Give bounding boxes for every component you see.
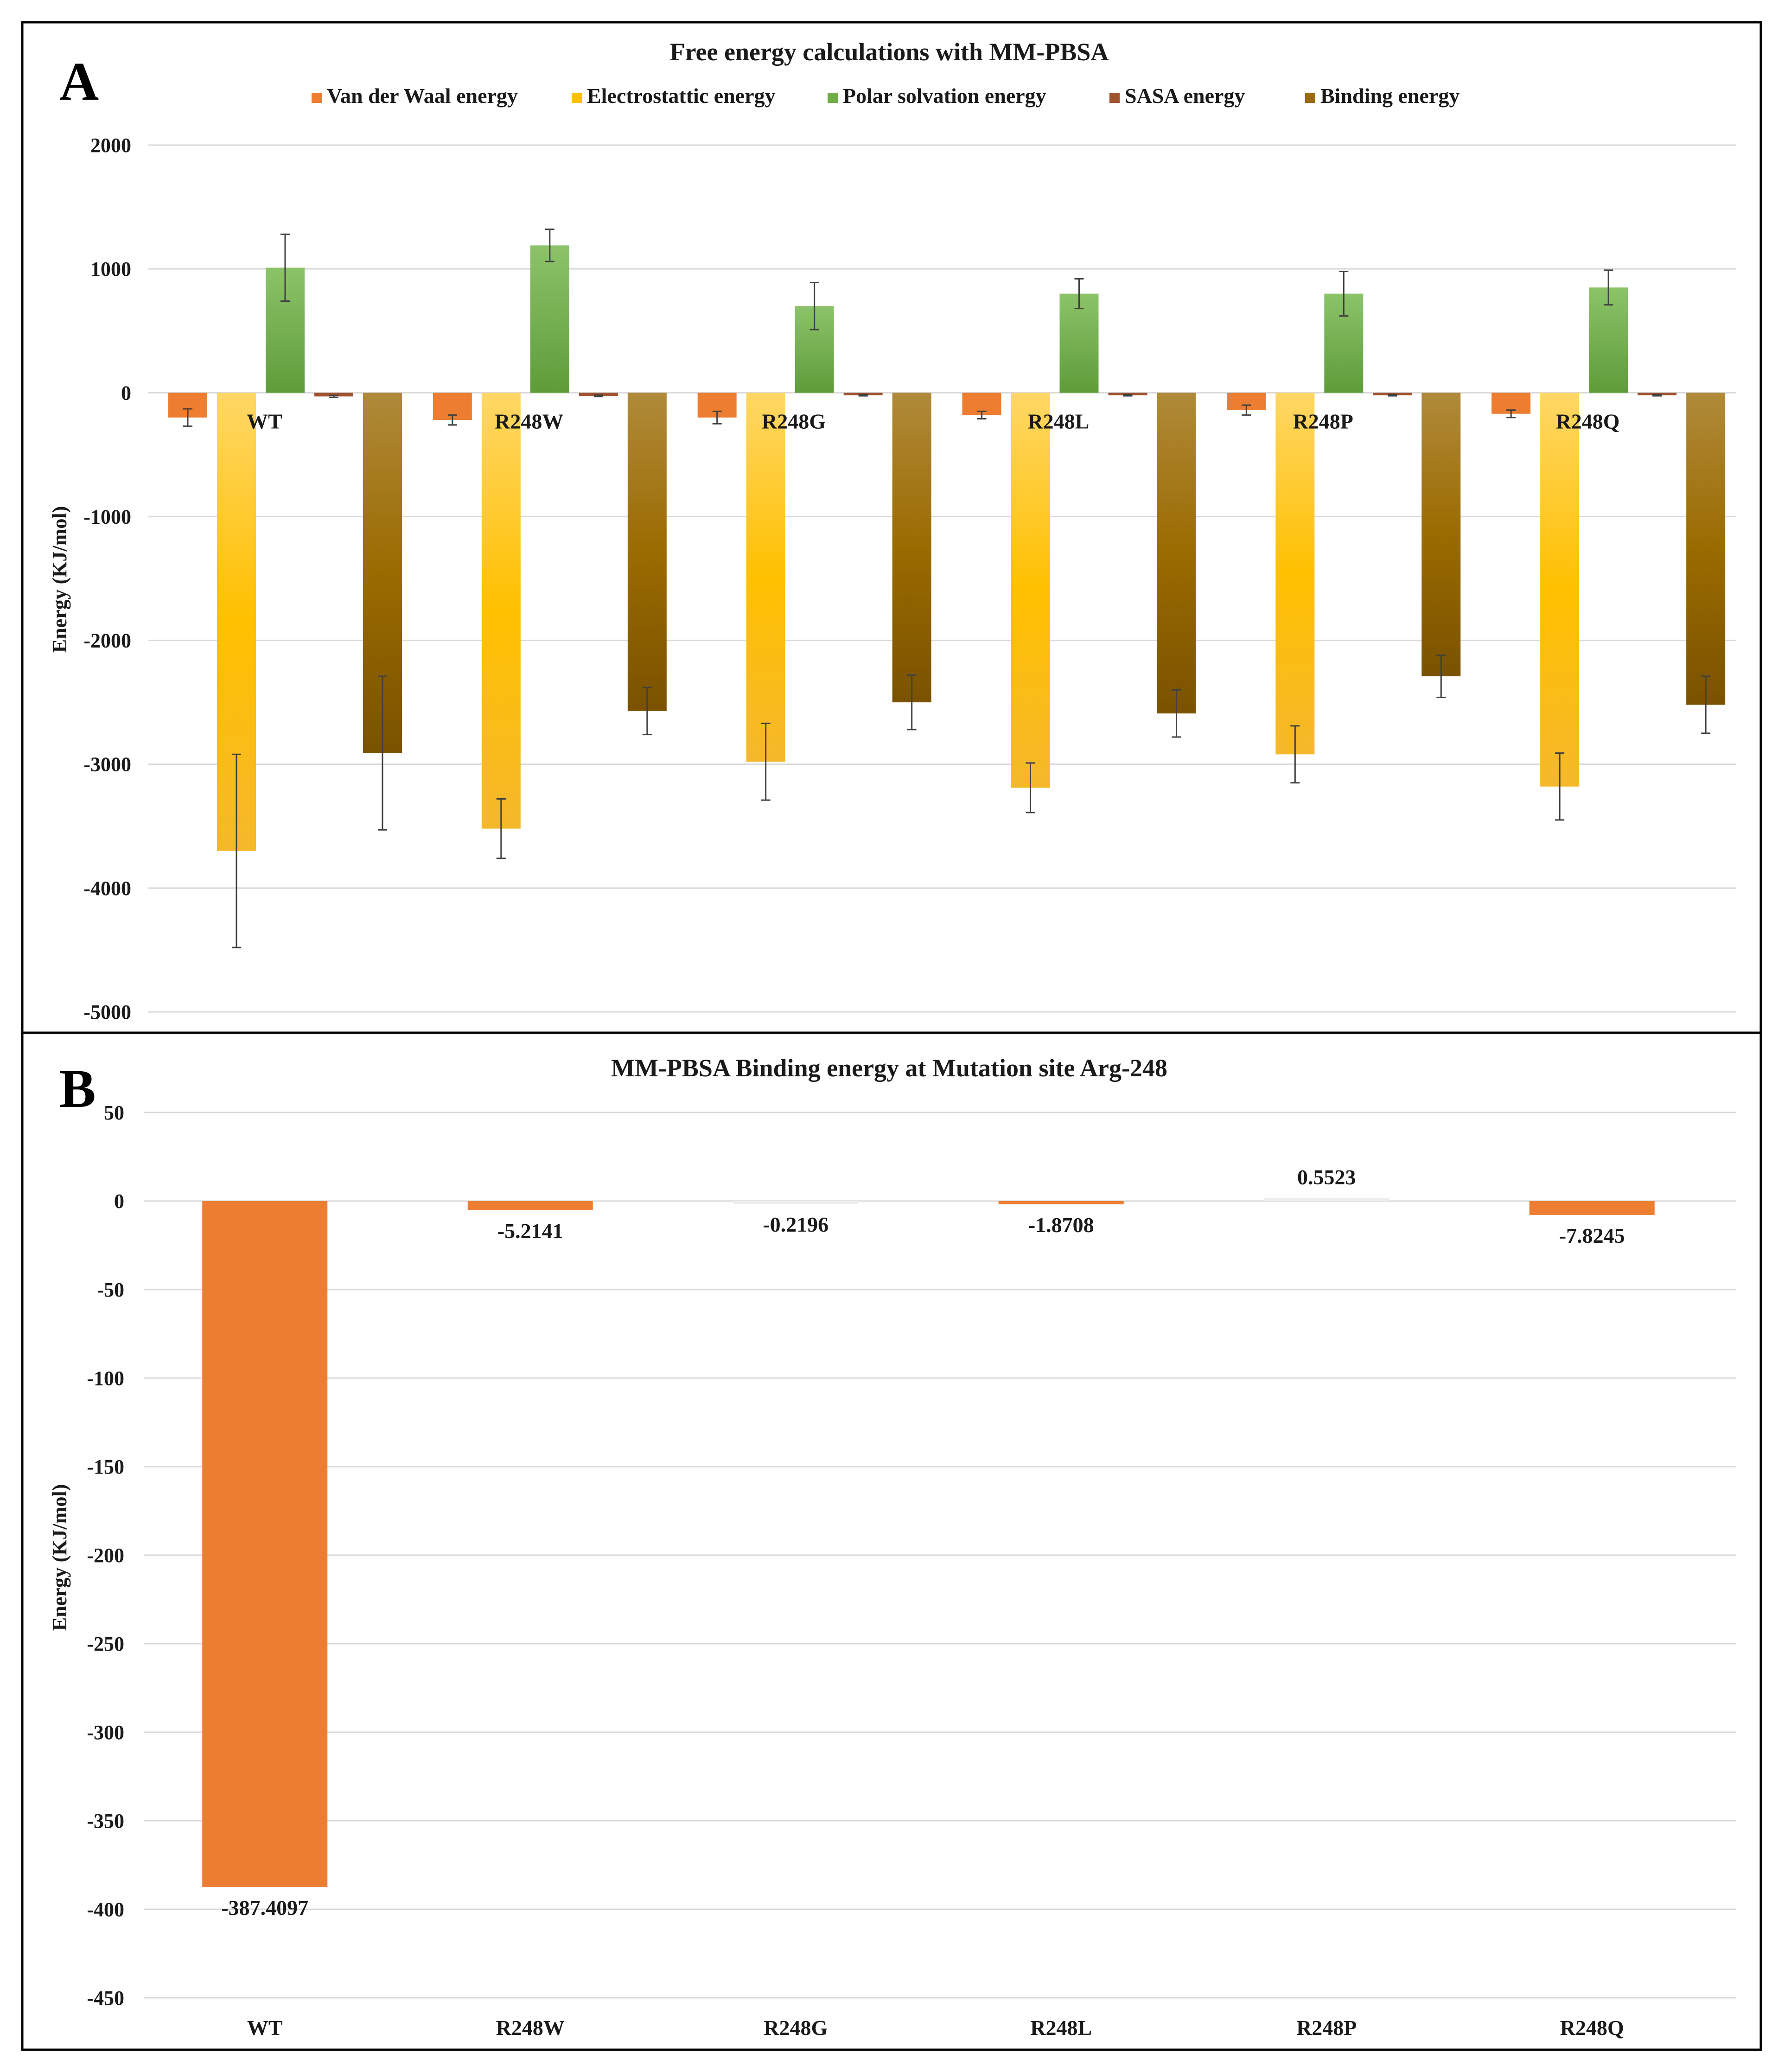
category-label-r248l: R248L <box>1027 409 1089 433</box>
legend-swatch-electrostattic-energy <box>572 93 582 103</box>
panel-a-y-tick-label: 2000 <box>90 134 131 157</box>
bar-polar-solvation-energy-r248w <box>530 245 569 393</box>
panel-a-y-tick-label: -3000 <box>83 753 131 776</box>
bar-polar-solvation-energy-r248l <box>1059 293 1099 393</box>
panel-b-data-labels: -387.4097 -5.2141 -0.2196 -1.8708 0.5523 -7.8… <box>221 1165 1625 1919</box>
panel-b-letter: B <box>59 1058 96 1119</box>
panel-a-y-tick-label: -1000 <box>83 505 131 528</box>
panel-b-category-labels: WT R248W R248G R248L R248P R248Q <box>247 2016 1624 2040</box>
panel-b-y-tick-label: -450 <box>87 1987 124 2009</box>
bar-binding-energy-r248l <box>1157 393 1196 714</box>
bar-binding-energy-r248l <box>998 1201 1124 1205</box>
category-label-r248g: R248G <box>762 409 826 433</box>
legend-swatch-polar-solvation-energy <box>828 93 838 103</box>
legend-label-van-der-waal-energy: Van der Waal energy <box>327 84 518 108</box>
bar-sasa-energy-r248w <box>579 393 618 396</box>
data-label-r248q: -7.8245 <box>1559 1224 1625 1247</box>
bar-binding-energy-r248p <box>1421 393 1461 677</box>
category-label-wt: WT <box>247 2016 283 2040</box>
panel-b-gridlines <box>144 1112 1736 1999</box>
panel-b-y-tick-label: 0 <box>114 1190 124 1213</box>
panel-a-y-tick-label: -4000 <box>83 877 131 900</box>
bar-binding-energy-r248g <box>733 1201 859 1204</box>
panel-b-y-tick-label: -100 <box>87 1367 124 1390</box>
data-label-r248p: 0.5523 <box>1297 1165 1356 1189</box>
bar-binding-energy-r248q <box>1686 393 1726 705</box>
panel-b-y-tick-label: -50 <box>97 1278 124 1301</box>
data-label-r248g: -0.2196 <box>763 1213 828 1236</box>
category-label-r248p: R248P <box>1296 2016 1357 2040</box>
category-label-wt: WT <box>247 409 282 433</box>
panel-a-border <box>21 21 1762 1034</box>
panel-b-y-tick-label: -300 <box>87 1721 124 1744</box>
panel-b-y-tick-label: -250 <box>87 1633 124 1655</box>
panel-a-bars <box>168 245 1726 851</box>
bar-binding-energy-r248q <box>1529 1201 1655 1215</box>
panel-a-y-tick-label: -5000 <box>83 1001 131 1023</box>
panel-a-category-labels: WT R248W R248G R248L R248P R248Q <box>247 409 1620 433</box>
legend-swatch-binding-energy <box>1305 93 1315 103</box>
category-label-r248l: R248L <box>1030 2016 1092 2040</box>
panel-a-letter: A <box>59 51 99 112</box>
bar-binding-energy-wt <box>202 1201 328 1887</box>
legend-label-binding-energy: Binding energy <box>1320 84 1459 108</box>
category-label-r248q: R248Q <box>1560 2016 1624 2040</box>
panel-a-y-tick-label: 1000 <box>90 258 131 280</box>
category-label-r248w: R248W <box>496 2016 565 2040</box>
bar-binding-energy-r248w <box>467 1201 593 1210</box>
panel-b-y-axis-label: Energy (KJ/mol) <box>48 1484 71 1631</box>
panel-b-y-tick-label: -400 <box>87 1898 124 1921</box>
panel-b-bars <box>202 1198 1655 1887</box>
panel-b-y-tick-label: 50 <box>104 1101 124 1124</box>
panel-a-title: Free energy calculations with MM-PBSA <box>670 38 1109 66</box>
panel-b-title: MM-PBSA Binding energy at Mutation site … <box>611 1054 1167 1082</box>
data-label-r248w: -5.2141 <box>497 1219 563 1243</box>
panel-b-y-tick-label: -350 <box>87 1810 124 1832</box>
bar-electrostattic-energy-r248l <box>1011 393 1050 788</box>
bar-electrostattic-energy-r248p <box>1275 393 1315 755</box>
bar-sasa-energy-wt <box>314 393 353 397</box>
panel-b: B MM-PBSA Binding energy at Mutation sit… <box>21 1031 1762 2051</box>
data-label-wt: -387.4097 <box>221 1896 308 1919</box>
legend-swatch-van-der-waal-energy <box>312 93 322 103</box>
category-label-r248g: R248G <box>764 2016 828 2040</box>
bar-electrostattic-energy-r248q <box>1540 393 1580 787</box>
legend-label-sasa-energy: SASA energy <box>1125 84 1245 108</box>
panel-a-y-tick-label: -2000 <box>83 629 131 652</box>
panel-a: A Free energy calculations with MM-PBSA … <box>21 21 1762 1034</box>
category-label-r248w: R248W <box>495 409 563 433</box>
legend-label-electrostattic-energy: Electrostattic energy <box>587 84 776 108</box>
bar-electrostattic-energy-r248w <box>481 393 521 829</box>
legend-label-polar-solvation-energy: Polar solvation energy <box>843 84 1046 108</box>
bar-binding-energy-r248p <box>1264 1198 1389 1201</box>
panel-a-y-axis-label: Energy (KJ/mol) <box>48 506 71 653</box>
legend-swatch-sasa-energy <box>1109 93 1120 103</box>
bar-binding-energy-r248g <box>892 393 931 703</box>
bar-electrostattic-energy-r248g <box>746 393 785 762</box>
panel-b-y-ticks: 50 0 -50 -100 -150 -200 -250 -300 -350 -400 -450 <box>87 1101 124 2009</box>
panel-b-y-tick-label: -150 <box>87 1455 124 1478</box>
data-label-r248l: -1.8708 <box>1028 1213 1094 1237</box>
panel-a-legend: Van der Waal energy Electrostattic energy… <box>312 84 1459 108</box>
panel-a-gridlines <box>148 144 1736 1013</box>
bar-binding-energy-r248w <box>627 393 667 711</box>
panel-a-y-ticks: 2000 1000 0 -1000 -2000 -3000 -4000 -5000 <box>83 134 131 1023</box>
category-label-r248q: R248Q <box>1556 409 1620 433</box>
panel-a-error-bars <box>183 229 1711 948</box>
category-label-r248p: R248P <box>1293 409 1353 433</box>
panel-a-y-tick-label: 0 <box>121 381 131 404</box>
panel-b-y-tick-label: -200 <box>87 1544 124 1567</box>
